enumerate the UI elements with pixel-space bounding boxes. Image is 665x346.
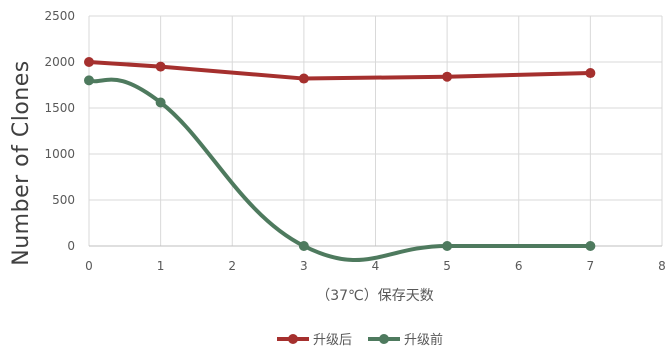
legend-label: 升级前 (404, 332, 443, 346)
x-tick-label: 5 (443, 259, 451, 273)
y-tick-label: 0 (67, 239, 75, 253)
data-point (585, 241, 596, 251)
legend-label: 升级后 (313, 333, 352, 346)
data-point (585, 68, 596, 79)
x-tick-label: 7 (587, 259, 595, 273)
x-axis-label: （37℃）保存天数 (316, 288, 434, 304)
x-tick-label: 1 (157, 259, 165, 273)
y-tick-label: 500 (52, 193, 75, 207)
data-point (155, 61, 166, 72)
legend-marker (288, 334, 298, 344)
x-tick-label: 4 (372, 259, 380, 273)
y-tick-label: 1000 (44, 147, 75, 161)
series-lines (84, 57, 596, 262)
x-tick-label: 3 (300, 259, 308, 273)
tick-labels: 0 500 1000 1500 2000 2500 0 1 2 3 4 5 6 7 8 (44, 9, 665, 273)
legend: 升级后 升级前 (277, 332, 443, 346)
data-point (442, 241, 453, 251)
data-point (442, 71, 453, 82)
data-point (84, 57, 94, 67)
legend-marker (379, 334, 389, 344)
data-point (84, 75, 94, 86)
x-tick-label: 2 (228, 259, 236, 273)
legend-entry-1: 升级前 (368, 332, 443, 346)
grid-lines (88, 15, 663, 247)
x-tick-label: 8 (658, 259, 665, 273)
y-tick-label: 1500 (44, 101, 75, 115)
y-axis-label: Number of Clones (9, 60, 34, 265)
data-point (155, 97, 166, 108)
series-line-1 (87, 77, 593, 262)
data-point (298, 241, 309, 251)
y-tick-label: 2000 (44, 55, 75, 69)
legend-entry-0: 升级后 (277, 333, 352, 346)
x-tick-label: 0 (85, 259, 93, 273)
x-tick-label: 6 (515, 259, 523, 273)
y-tick-label: 2500 (44, 9, 75, 23)
data-point (298, 73, 309, 84)
